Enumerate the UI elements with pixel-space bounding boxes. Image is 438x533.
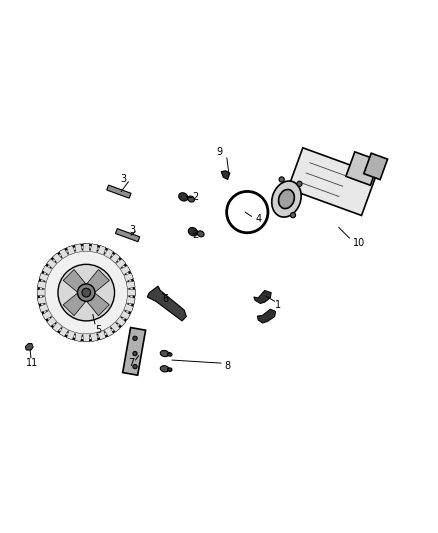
Ellipse shape — [160, 351, 169, 357]
Polygon shape — [59, 248, 68, 259]
Polygon shape — [83, 244, 89, 252]
Ellipse shape — [279, 189, 294, 208]
Ellipse shape — [179, 193, 188, 201]
Polygon shape — [25, 344, 33, 350]
Polygon shape — [346, 152, 379, 185]
Polygon shape — [124, 304, 134, 312]
Text: 6: 6 — [163, 294, 169, 304]
Text: 8: 8 — [225, 361, 231, 371]
Ellipse shape — [133, 351, 137, 356]
Polygon shape — [39, 304, 49, 312]
Polygon shape — [104, 327, 113, 337]
Ellipse shape — [58, 264, 115, 321]
Ellipse shape — [78, 284, 95, 301]
Polygon shape — [37, 289, 45, 296]
Polygon shape — [127, 289, 135, 296]
Ellipse shape — [188, 228, 198, 236]
Ellipse shape — [133, 365, 137, 369]
Text: 3: 3 — [129, 224, 135, 235]
Ellipse shape — [39, 245, 134, 341]
Polygon shape — [53, 322, 62, 332]
Polygon shape — [90, 244, 98, 253]
Polygon shape — [39, 273, 49, 281]
Polygon shape — [116, 229, 140, 241]
Polygon shape — [147, 286, 186, 321]
Polygon shape — [47, 317, 57, 326]
Polygon shape — [120, 310, 130, 320]
Polygon shape — [120, 265, 130, 275]
Ellipse shape — [168, 353, 172, 356]
Polygon shape — [67, 330, 75, 340]
Ellipse shape — [290, 213, 296, 218]
Text: 11: 11 — [26, 358, 38, 368]
Ellipse shape — [188, 196, 194, 202]
Text: 10: 10 — [353, 238, 365, 247]
Polygon shape — [288, 148, 376, 215]
Polygon shape — [107, 185, 131, 198]
Polygon shape — [97, 330, 106, 340]
Polygon shape — [254, 290, 271, 303]
Ellipse shape — [272, 181, 301, 217]
Polygon shape — [126, 281, 135, 289]
Text: 7: 7 — [128, 358, 134, 368]
Polygon shape — [63, 270, 90, 296]
Text: 1: 1 — [275, 300, 281, 310]
Text: 4: 4 — [255, 214, 261, 224]
Polygon shape — [47, 259, 57, 269]
Polygon shape — [37, 296, 46, 304]
Ellipse shape — [279, 177, 284, 182]
Polygon shape — [90, 333, 98, 342]
Polygon shape — [257, 309, 276, 323]
Polygon shape — [116, 317, 126, 326]
Polygon shape — [53, 253, 62, 263]
Polygon shape — [63, 289, 90, 316]
Ellipse shape — [198, 231, 204, 237]
Polygon shape — [83, 334, 89, 342]
Polygon shape — [83, 289, 110, 316]
Ellipse shape — [168, 368, 172, 372]
Polygon shape — [116, 259, 126, 269]
Text: 3: 3 — [120, 174, 126, 184]
Polygon shape — [126, 296, 135, 304]
Polygon shape — [123, 328, 145, 375]
Polygon shape — [124, 273, 134, 281]
Polygon shape — [59, 327, 68, 337]
Polygon shape — [42, 310, 52, 320]
Text: 5: 5 — [95, 325, 101, 335]
Text: 2: 2 — [192, 230, 198, 240]
Polygon shape — [110, 322, 120, 332]
Polygon shape — [110, 253, 120, 263]
Ellipse shape — [133, 336, 137, 341]
Text: 9: 9 — [216, 148, 222, 157]
Polygon shape — [75, 333, 82, 342]
Polygon shape — [104, 248, 113, 259]
Polygon shape — [37, 281, 46, 289]
Text: 2: 2 — [192, 192, 198, 202]
Ellipse shape — [160, 366, 169, 372]
Polygon shape — [67, 246, 75, 255]
Polygon shape — [42, 265, 52, 275]
Ellipse shape — [297, 181, 302, 187]
Ellipse shape — [82, 288, 91, 297]
Polygon shape — [75, 244, 82, 253]
Polygon shape — [97, 246, 106, 255]
Polygon shape — [221, 171, 230, 180]
Polygon shape — [364, 153, 388, 180]
Polygon shape — [83, 270, 110, 296]
